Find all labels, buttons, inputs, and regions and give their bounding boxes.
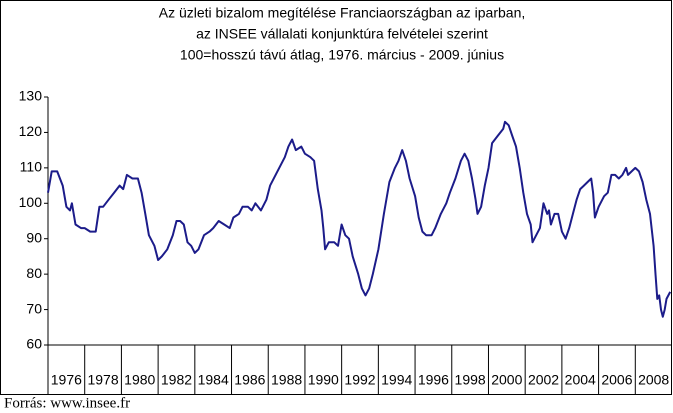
x-tick-label: 1998 [455,372,486,388]
x-tick-label: 2004 [565,372,596,388]
y-tick-label: 110 [20,159,43,175]
x-tick-label: 1990 [308,372,339,388]
y-tick-label: 90 [26,229,42,245]
y-tick-label: 70 [26,300,42,316]
y-tick-label: 130 [19,88,43,104]
y-tick-label: 100 [19,194,43,210]
chart-subtitle: az INSEE vállalati konjunktúra felvétele… [196,26,488,42]
x-tick-label: 1978 [87,372,118,388]
y-tick-label: 120 [19,123,43,139]
line-series [47,120,672,318]
x-tick-label: 2000 [491,372,522,388]
x-tick-label: 1986 [234,372,265,388]
x-tick-label: 2006 [601,372,632,388]
chart-frame [0,0,672,395]
x-tick-label: 1976 [51,372,82,388]
x-tick-label: 1982 [161,372,192,388]
y-tick-label: 80 [26,265,42,281]
x-tick-label: 1996 [418,372,449,388]
x-tick-label: 1984 [198,372,229,388]
x-tick-label: 1992 [344,372,375,388]
y-tick-label: 60 [26,336,42,352]
x-tick-label: 1988 [271,372,302,388]
x-tick-label: 2002 [528,372,559,388]
source: Forrás: www.insee.fr [4,395,130,411]
chart-title: Az üzleti bizalom megítélése Franciaorsz… [159,5,526,21]
x-tick-label: 2008 [638,372,669,388]
chart-subtitle: 100=hosszú távú átlag, 1976. március - 2… [180,47,504,63]
x-tick-label: 1980 [124,372,155,388]
x-tick-label: 1994 [381,372,412,388]
